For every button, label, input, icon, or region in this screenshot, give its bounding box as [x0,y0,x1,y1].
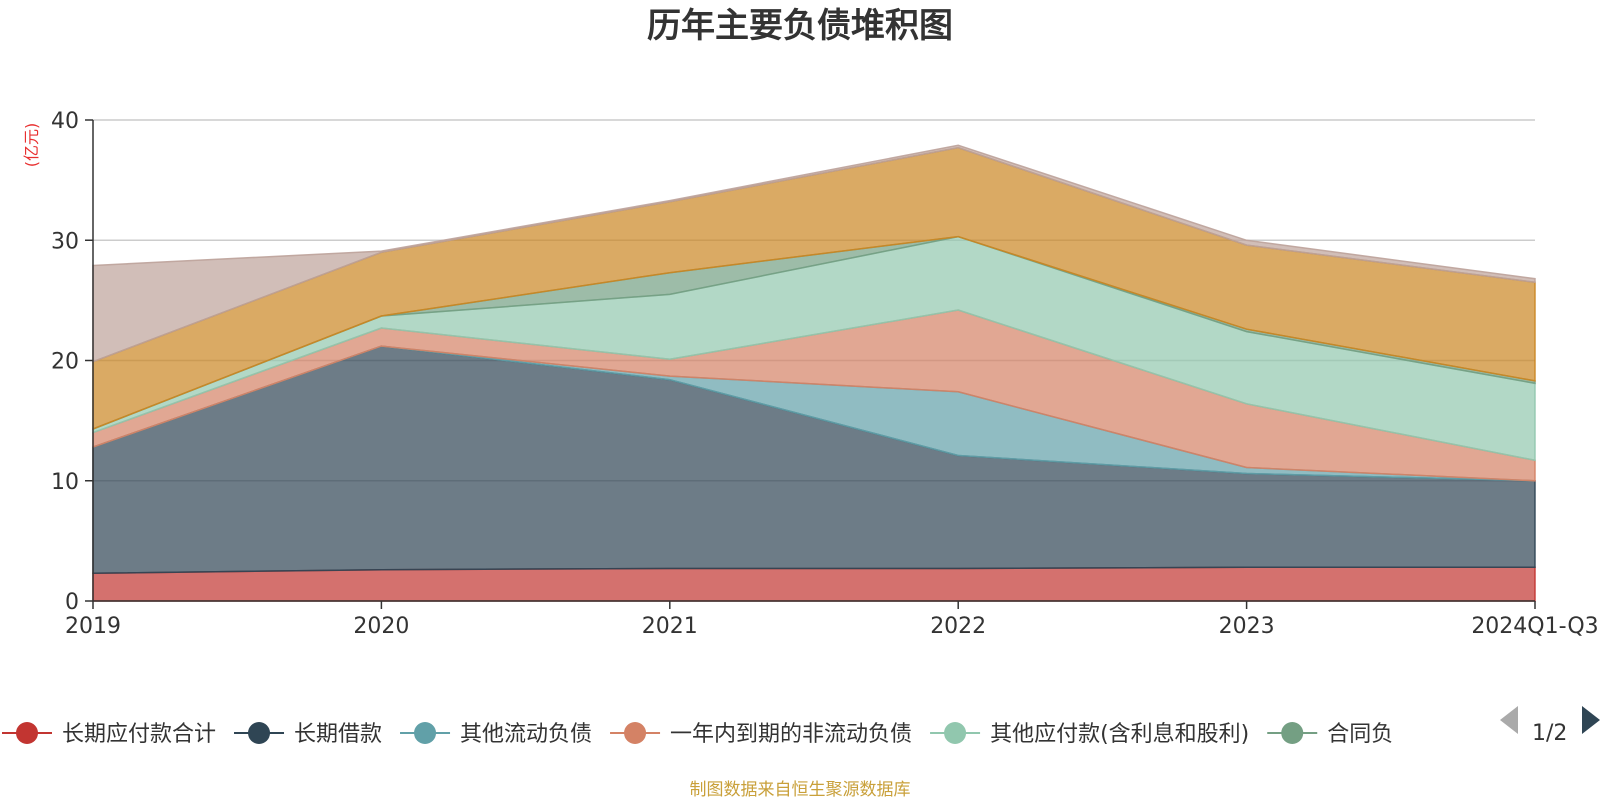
legend-page-indicator: 1/2 [1532,721,1567,746]
legend-items: 长期应付款合计 长期借款 其他流动负债 一年内到期的非流动负债 其他应付款(含利息和股利… [2,722,1393,747]
legend-marker-icon [16,722,38,744]
x-tick-label: 2022 [930,614,986,639]
legend-pager: 1/2 [1500,706,1600,746]
legend-marker-icon [414,722,437,744]
chart-title: 历年主要负债堆积图 [647,6,953,46]
legend-label: 合同负 [1327,722,1393,747]
x-axis-ticks: 2019 2020 2021 2022 2023 2024Q1-Q3 [65,601,1599,639]
y-tick-label: 0 [65,590,79,615]
legend-marker-icon [624,722,647,744]
legend-label: 一年内到期的非流动负债 [670,722,912,747]
legend-item[interactable]: 一年内到期的非流动负债 [610,722,912,747]
legend-prev-arrow-icon[interactable] [1500,706,1518,734]
legend[interactable]: 长期应付款合计 长期借款 其他流动负债 一年内到期的非流动负债 其他应付款(含利息和股利… [2,722,1393,747]
legend-next-arrow-icon[interactable] [1582,706,1600,734]
area-series-7[interactable] [92,144,1536,363]
x-tick-label: 2024Q1-Q3 [1471,614,1598,639]
y-tick-label: 20 [51,350,79,375]
y-axis-unit-label: (亿元) [22,123,41,168]
x-tick-label: 2021 [642,614,698,639]
area-series-0[interactable] [92,566,1536,602]
y-tick-label: 30 [51,229,79,254]
legend-marker-icon [944,722,967,744]
x-tick-label: 2023 [1219,614,1275,639]
legend-marker-icon [1281,722,1304,744]
legend-item[interactable]: 其他流动负债 [400,722,592,747]
legend-item[interactable]: 合同负 [1267,722,1393,747]
y-axis-ticks: 0 10 20 30 40 [51,109,93,615]
x-tick-label: 2020 [353,614,409,639]
y-tick-label: 40 [51,109,79,134]
legend-label: 长期应付款合计 [62,722,216,747]
legend-item[interactable]: 长期借款 [234,722,382,747]
x-tick-label: 2019 [65,614,121,639]
legend-item[interactable]: 长期应付款合计 [2,722,216,747]
data-source-note: 制图数据来自恒生聚源数据库 [690,780,911,800]
legend-item[interactable]: 其他应付款(含利息和股利) [930,722,1249,747]
legend-label: 其他流动负债 [460,722,592,747]
area-layers [92,144,1536,602]
legend-label: 其他应付款(含利息和股利) [990,722,1249,747]
y-tick-label: 10 [51,470,79,495]
legend-label: 长期借款 [294,722,382,747]
legend-marker-icon [248,722,271,744]
